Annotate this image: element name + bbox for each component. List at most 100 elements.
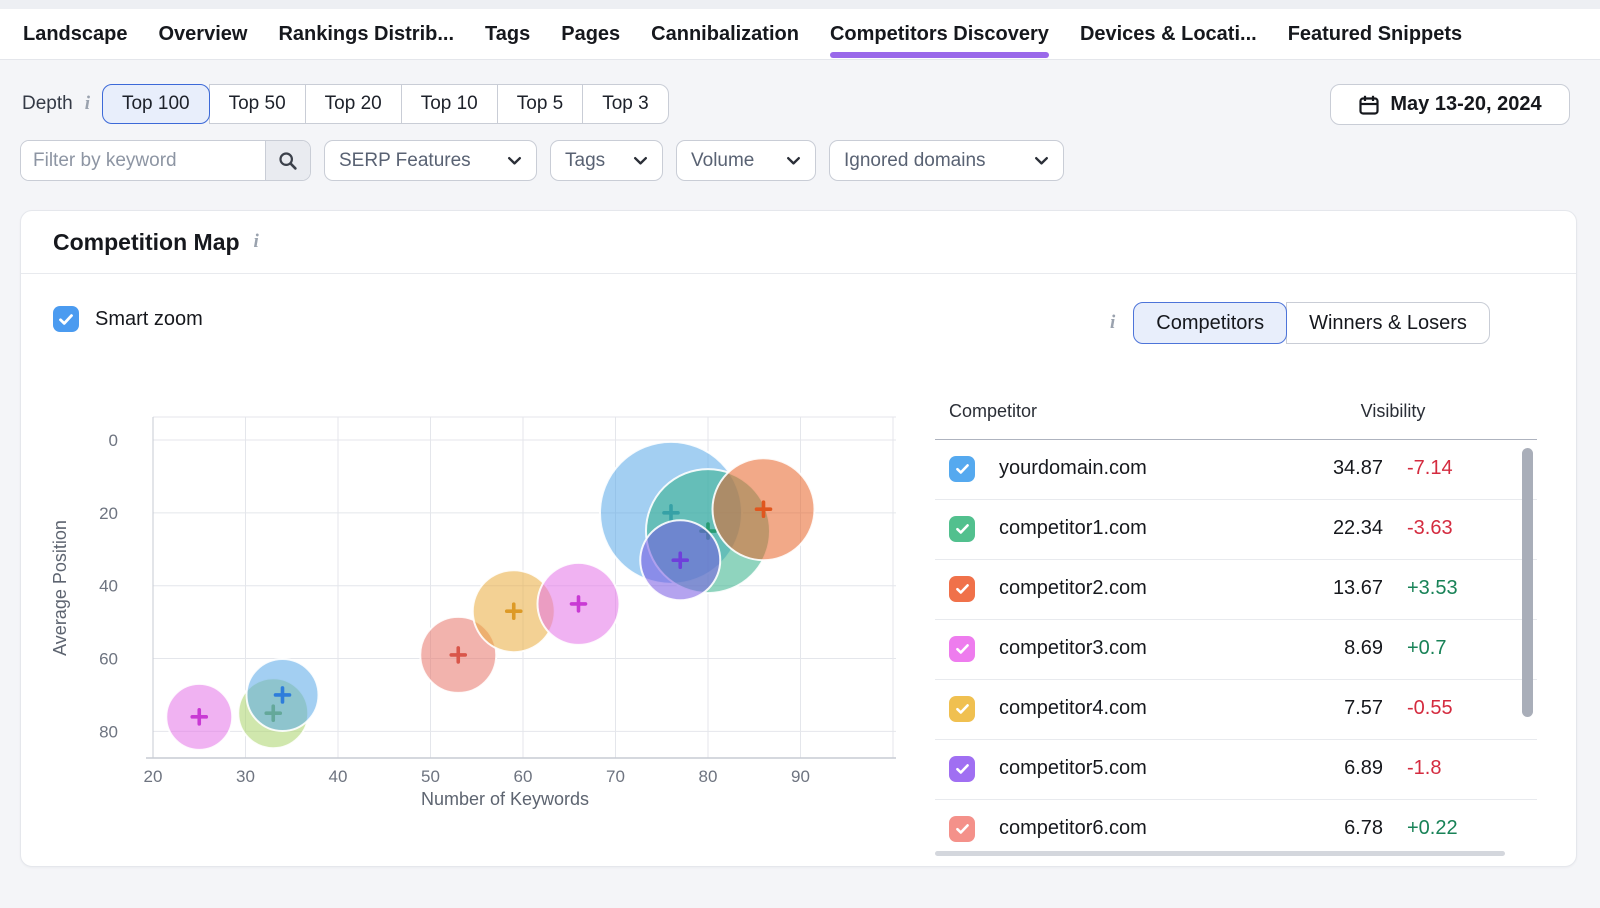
tab-tags[interactable]: Tags (485, 22, 531, 45)
depth-button-group: Top 100 Top 50 Top 20 Top 10 Top 5 Top 3 (101, 84, 669, 124)
visibility-diff: -3.63 (1407, 517, 1453, 539)
filters-row: SERP Features Tags Volume Ignored domains (20, 140, 1064, 181)
dropdown-label: SERP Features (339, 149, 471, 171)
competitor-domain: competitor3.com (999, 637, 1147, 659)
row-checkbox-competitor2-com[interactable] (949, 576, 975, 602)
x-tick-label: 30 (236, 767, 255, 786)
table-row-competitor5-com[interactable]: competitor5.com 6.89 -1.8 (935, 740, 1537, 800)
competitor-domain: competitor4.com (999, 697, 1147, 719)
competition-map-info-icon[interactable]: i (253, 231, 259, 252)
card-header: Competition Map i (21, 211, 1576, 274)
date-range-label: May 13-20, 2024 (1390, 93, 1542, 115)
dropdown-volume[interactable]: Volume (676, 140, 816, 181)
toggle-winners-losers[interactable]: Winners & Losers (1286, 302, 1490, 344)
chevron-down-icon (508, 156, 522, 165)
table-row-competitor3-com[interactable]: competitor3.com 8.69 +0.7 (935, 620, 1537, 680)
y-axis-title: Average Position (50, 520, 70, 656)
tab-featured-snippets[interactable]: Featured Snippets (1287, 22, 1463, 45)
depth-option-top-20[interactable]: Top 20 (304, 84, 402, 124)
view-toggle-info-icon[interactable]: i (1110, 312, 1116, 333)
visibility-diff: -7.14 (1407, 457, 1453, 479)
visibility-value: 34.87 (1332, 457, 1383, 479)
keyword-filter (20, 140, 311, 181)
check-icon (955, 644, 969, 654)
competitor-domain: competitor5.com (999, 757, 1147, 779)
date-range-button[interactable]: May 13-20, 2024 (1330, 84, 1570, 125)
check-icon (955, 524, 969, 534)
tab-competitors-discovery[interactable]: Competitors Discovery (829, 9, 1049, 60)
visibility-value: 8.69 (1344, 637, 1383, 659)
tab-devices-locati[interactable]: Devices & Locati... (1079, 22, 1257, 45)
competitors-table: Competitor Visibility yourdomain.com 34.8… (935, 393, 1537, 859)
table-row-competitor4-com[interactable]: competitor4.com 7.57 -0.55 (935, 680, 1537, 740)
view-toggle-group: Competitors Winners & Losers (1133, 302, 1490, 344)
table-header: Competitor Visibility (935, 393, 1537, 440)
keyword-search-button[interactable] (265, 141, 310, 180)
smart-zoom-control: Smart zoom (53, 306, 203, 332)
calendar-icon (1358, 94, 1380, 116)
table-row-yourdomain-com[interactable]: yourdomain.com 34.87 -7.14 (935, 440, 1537, 500)
row-checkbox-competitor3-com[interactable] (949, 636, 975, 662)
visibility-value: 7.57 (1344, 697, 1383, 719)
depth-option-top-10[interactable]: Top 10 (400, 84, 498, 124)
x-tick-label: 90 (791, 767, 810, 786)
primary-tabs: Landscape Overview Rankings Distrib... Tags… (0, 9, 1600, 60)
toggle-competitors[interactable]: Competitors (1133, 302, 1288, 344)
check-icon (955, 584, 969, 594)
x-tick-label: 40 (329, 767, 348, 786)
check-icon (955, 764, 969, 774)
depth-option-top-100[interactable]: Top 100 (101, 84, 210, 124)
table-horizontal-scrollbar[interactable] (935, 851, 1505, 856)
row-checkbox-competitor1-com[interactable] (949, 516, 975, 542)
table-row-competitor6-com[interactable]: competitor6.com 6.78 +0.22 (935, 800, 1537, 859)
depth-option-top-5[interactable]: Top 5 (496, 84, 584, 124)
visibility-diff: +3.53 (1407, 577, 1458, 599)
table-vertical-scrollbar[interactable] (1522, 448, 1533, 717)
row-checkbox-competitor4-com[interactable] (949, 696, 975, 722)
tab-cannibalization[interactable]: Cannibalization (651, 22, 799, 45)
tab-overview[interactable]: Overview (158, 22, 248, 45)
visibility-diff: -0.55 (1407, 697, 1453, 719)
search-icon (278, 151, 298, 171)
table-row-competitor1-com[interactable]: competitor1.com 22.34 -3.63 (935, 500, 1537, 560)
filter-dropdowns: SERP Features Tags Volume Ignored domains (324, 140, 1064, 181)
depth-option-top-50[interactable]: Top 50 (208, 84, 306, 124)
x-tick-label: 60 (514, 767, 533, 786)
keyword-filter-input[interactable] (21, 141, 265, 180)
visibility-value: 13.67 (1332, 577, 1383, 599)
y-tick-label: 60 (99, 650, 118, 669)
depth-info-icon[interactable]: i (84, 93, 90, 114)
bubble-center-cross (569, 595, 588, 613)
row-checkbox-competitor6-com[interactable] (949, 816, 975, 842)
depth-selector-row: Depth i Top 100 Top 50 Top 20 Top 10 Top 5 To… (22, 84, 669, 124)
check-icon (59, 313, 73, 325)
bubble-center-cross (190, 708, 209, 726)
competitor-domain: competitor6.com (999, 817, 1147, 839)
bubble-center-cross (754, 500, 773, 519)
dropdown-label: Ignored domains (844, 149, 986, 171)
view-toggle: i Competitors Winners & Losers (1106, 302, 1490, 344)
depth-label: Depth (22, 93, 73, 114)
row-checkbox-competitor5-com[interactable] (949, 756, 975, 782)
tab-landscape[interactable]: Landscape (23, 22, 128, 45)
x-tick-label: 80 (699, 767, 718, 786)
visibility-value: 22.34 (1332, 517, 1383, 539)
row-checkbox-yourdomain-com[interactable] (949, 456, 975, 482)
check-icon (955, 464, 969, 474)
dropdown-ignored-domains[interactable]: Ignored domains (829, 140, 1064, 181)
smart-zoom-label: Smart zoom (95, 307, 203, 330)
x-tick-label: 70 (606, 767, 625, 786)
visibility-value: 6.89 (1344, 757, 1383, 779)
check-icon (955, 824, 969, 834)
smart-zoom-checkbox[interactable] (53, 306, 79, 332)
chevron-down-icon (787, 156, 801, 165)
tab-pages[interactable]: Pages (561, 22, 621, 45)
tab-rankings-distrib[interactable]: Rankings Distrib... (278, 22, 455, 45)
y-tick-label: 20 (99, 504, 118, 523)
chevron-down-icon (1035, 156, 1049, 165)
table-row-competitor2-com[interactable]: competitor2.com 13.67 +3.53 (935, 560, 1537, 620)
depth-option-top-3[interactable]: Top 3 (582, 84, 669, 124)
x-tick-label: 50 (421, 767, 440, 786)
dropdown-tags[interactable]: Tags (550, 140, 663, 181)
dropdown-serp-features[interactable]: SERP Features (324, 140, 537, 181)
